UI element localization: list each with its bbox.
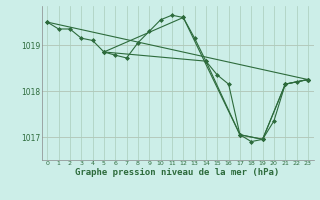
X-axis label: Graphe pression niveau de la mer (hPa): Graphe pression niveau de la mer (hPa) <box>76 168 280 177</box>
